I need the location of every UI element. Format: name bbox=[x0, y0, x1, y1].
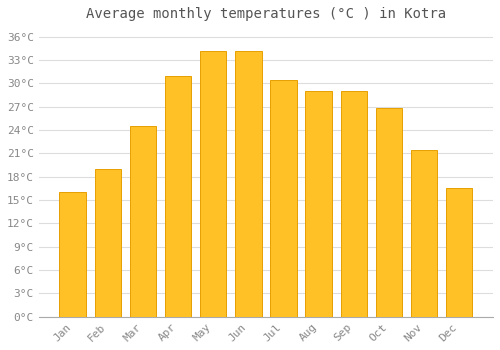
Bar bbox=[130, 126, 156, 317]
Bar bbox=[306, 91, 332, 317]
Bar bbox=[411, 149, 438, 317]
Bar bbox=[340, 91, 367, 317]
Title: Average monthly temperatures (°C ) in Kotra: Average monthly temperatures (°C ) in Ko… bbox=[86, 7, 446, 21]
Bar bbox=[235, 51, 262, 317]
Bar bbox=[446, 189, 472, 317]
Bar bbox=[60, 193, 86, 317]
Bar bbox=[270, 79, 296, 317]
Bar bbox=[94, 169, 121, 317]
Bar bbox=[376, 108, 402, 317]
Bar bbox=[165, 76, 191, 317]
Bar bbox=[200, 51, 226, 317]
